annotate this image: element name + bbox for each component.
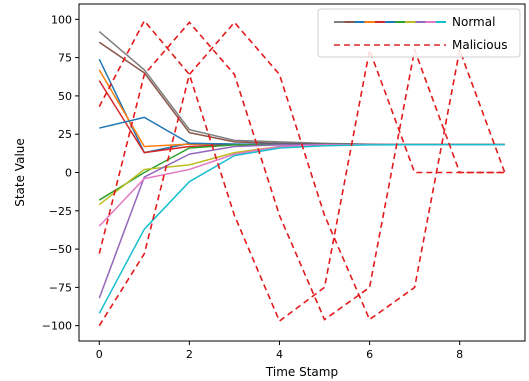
y-tick-label: 75 — [58, 52, 72, 65]
malicious-series-line — [98, 19, 505, 323]
malicious-series-line — [98, 21, 506, 327]
legend-normal-label: Normal — [452, 15, 495, 29]
y-tick-label: 50 — [58, 90, 72, 103]
x-tick-label: 0 — [96, 348, 103, 361]
malicious-series-line — [98, 21, 505, 321]
series-layer — [98, 19, 506, 327]
normal-series-line — [98, 143, 505, 206]
normal-series-line — [98, 143, 505, 314]
y-tick-label: −25 — [49, 205, 72, 218]
x-tick-label: 8 — [456, 348, 463, 361]
x-tick-label: 4 — [276, 348, 283, 361]
x-axis-label: Time Stamp — [265, 365, 338, 379]
y-tick-label: −75 — [49, 281, 72, 294]
y-axis-label: State Value — [13, 138, 27, 207]
x-tick-label: 2 — [186, 348, 193, 361]
x-tick-label: 6 — [366, 348, 373, 361]
normal-series-line — [98, 69, 505, 148]
y-tick-label: −100 — [42, 320, 72, 333]
legend-malicious-label: Malicious — [452, 38, 508, 52]
y-tick-label: 100 — [51, 13, 72, 26]
normal-series-line — [98, 143, 505, 227]
normal-series-line — [98, 58, 505, 154]
y-tick-label: −50 — [49, 243, 72, 256]
x-axis: 0 2 4 6 8 — [96, 341, 463, 361]
y-tick-label: 0 — [65, 167, 72, 180]
legend: Normal Malicious — [317, 8, 521, 58]
y-tick-label: 25 — [58, 128, 72, 141]
y-axis: −100 −75 −50 −25 0 25 50 75 100 — [42, 13, 79, 333]
normal-series-line — [98, 143, 505, 201]
